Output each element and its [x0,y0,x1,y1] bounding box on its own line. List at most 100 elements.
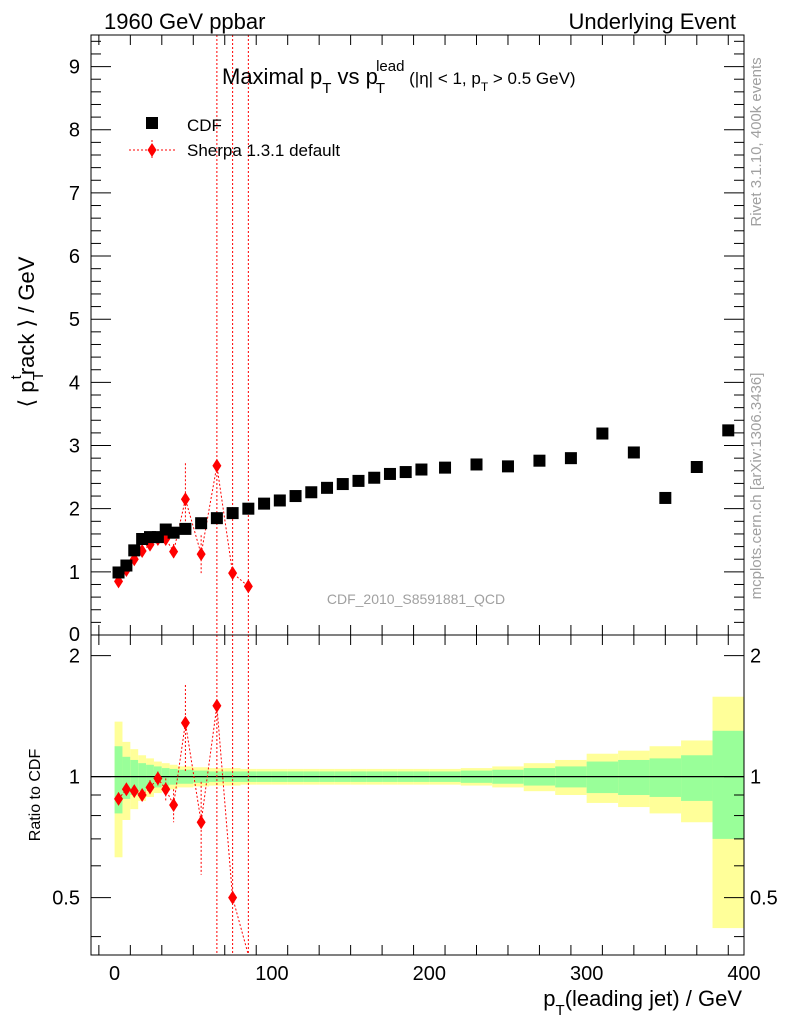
sherpa-point [243,579,253,594]
ratio-y-tick-label: 0.5 [52,888,80,910]
ratio-band-inner [712,730,744,839]
ratio-band-inner [114,746,123,814]
sherpa-ratio-point [153,771,163,786]
legend-cdf-marker [146,117,158,129]
ratio-y-tick-label-right: 0.5 [750,888,778,910]
analysis-watermark: CDF_2010_S8591881_QCD [327,591,505,607]
x-tick-label: 300 [570,963,603,985]
cdf-point [352,474,365,487]
y-tick-label: 2 [69,499,80,521]
ratio-band-inner [618,759,650,795]
cdf-point [258,497,271,510]
sherpa-point [180,492,190,507]
main-panel: 1 2 3 4 5 6 7 8 9 0 Maximal pT vs pTlead (|η| < 1… [8,34,745,646]
cdf-point [659,491,672,504]
legend-sherpa-label: Sherpa 1.3.1 default [187,141,340,160]
cdf-point [321,481,334,494]
ratio-band-inner [130,759,139,795]
cdf-point [564,452,577,465]
cdf-point [383,467,396,480]
legend-sherpa-marker [147,143,157,157]
y-tick-label: 0 [69,624,80,646]
ratio-y-tick-label-right: 2 [750,646,761,668]
sherpa-ratio-point [196,815,206,830]
cdf-point [501,460,514,473]
cdf-series-main [112,424,735,579]
y-tick-label: 3 [69,436,80,458]
sherpa-ratio-point [212,698,222,713]
ratio-band-inner [649,758,682,797]
header-right: Underlying Event [568,9,736,34]
ratio-frame [90,634,745,956]
sherpa-ratio-point [121,782,131,797]
ratio-y-axis-label: Ratio to CDF [27,749,44,842]
cdf-point [226,507,239,520]
y-tick-label: 7 [69,183,80,205]
cdf-point [690,461,703,473]
ratio-y-tick-label-right: 1 [750,767,761,789]
x-tick-label: 200 [413,963,446,985]
y-tick-label: 6 [69,246,80,268]
cdf-point [415,463,428,476]
sherpa-point [169,544,179,559]
cdf-point [305,486,318,499]
legend-cdf-label: CDF [187,116,222,135]
sherpa-ratio-point [169,797,179,812]
sherpa-ratio-point [145,780,155,795]
cdf-point [336,478,349,491]
x-tick-label: 400 [727,963,760,985]
main-y-axis-label: ⟨ pTtrack ⟩ / GeV [8,256,47,407]
cdf-point [273,494,286,507]
ratio-band-inner [586,761,619,794]
cdf-point [399,466,412,479]
main-y-tick-labels: 1 2 3 4 5 6 7 8 9 0 [69,57,80,646]
ratio-axis-ticks [91,635,744,955]
cdf-point [596,427,609,440]
mcplots-label: mcplots.cern.ch [arXiv:1306.3436] [748,373,765,600]
ratio-uncertainty-bands [114,696,744,929]
cdf-point [195,517,208,530]
ratio-band-inner [681,755,713,801]
sherpa-point [228,566,238,581]
y-tick-label: 4 [69,372,80,394]
sherpa-ratio-point [137,788,147,802]
y-tick-label: 8 [69,120,80,142]
sherpa-ratio-point [114,791,124,806]
cdf-point [120,559,133,572]
main-plot-area [91,35,744,635]
legend: CDF Sherpa 1.3.1 default [129,116,340,160]
cdf-point [289,490,302,503]
sherpa-ratio-point [161,782,171,797]
cdf-point [128,544,141,557]
cdf-point [368,471,381,484]
sherpa-series-ratio [114,635,249,956]
x-tick-labels: 0 100 200 300 400 [109,963,761,985]
main-title: Maximal pT vs pTlead (|η| < 1, pT > 0.5 … [222,58,576,97]
sherpa-point [196,547,206,562]
sherpa-ratio-point [180,715,190,730]
cdf-point [627,446,640,459]
y-tick-label: 1 [69,562,80,584]
y-tick-label: 5 [69,309,80,331]
x-axis-label: pT(leading jet) / GeV [543,986,742,1019]
rivet-label: Rivet 3.1.10, 400k events [748,57,765,226]
cdf-point [470,458,483,471]
cdf-point [167,526,180,539]
ratio-y-tick-label: 2 [69,646,80,668]
header-left: 1960 GeV ppbar [104,9,265,34]
x-tick-label: 100 [255,963,288,985]
cdf-point [210,512,223,525]
sherpa-ratio-point [228,890,238,905]
cdf-point [179,522,192,535]
cdf-point [242,502,255,515]
ratio-band-inner [122,756,131,799]
cdf-point [722,424,735,437]
cdf-point [439,461,452,474]
ratio-y-tick-label: 1 [69,767,80,789]
sherpa-ratio-point [129,784,139,799]
y-tick-label: 9 [69,57,80,79]
ratio-panel: 0.5 0.5 1 1 2 2 0 100 200 300 400 Ratio to CDF pT… [27,634,778,1019]
cdf-point [533,454,546,467]
ratio-y-tick-labels: 0.5 0.5 1 1 2 2 [52,646,778,910]
